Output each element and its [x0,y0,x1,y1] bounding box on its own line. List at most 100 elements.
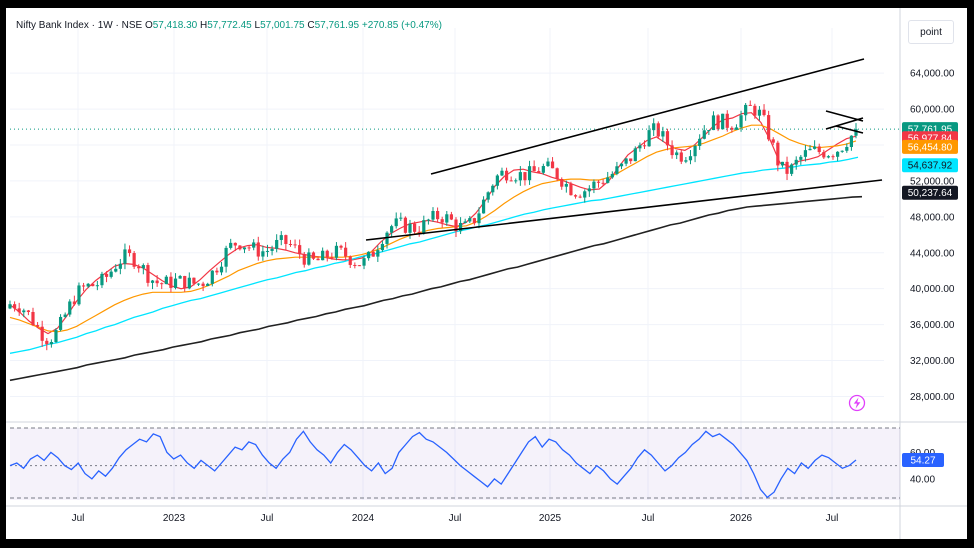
candle[interactable] [500,167,504,177]
candle[interactable] [826,155,831,159]
moving-average-long-line[interactable] [9,195,863,382]
candle[interactable] [307,248,311,266]
candle[interactable] [45,338,49,351]
candle[interactable] [615,161,619,176]
lightning-icon[interactable] [848,394,866,412]
candle[interactable] [679,149,683,165]
candle[interactable] [592,179,596,194]
candle[interactable] [698,134,702,150]
candle[interactable] [109,268,113,279]
candle[interactable] [8,300,12,310]
candle[interactable] [261,245,265,261]
candle[interactable] [721,113,725,130]
candle[interactable] [647,125,651,147]
moving-average-slow-line[interactable] [9,156,859,354]
candle[interactable] [518,166,522,186]
candle[interactable] [141,263,145,275]
candle[interactable] [454,217,458,237]
candle[interactable] [734,124,739,130]
candle[interactable] [739,110,743,132]
candle[interactable] [767,110,771,142]
candle[interactable] [54,328,58,344]
candle[interactable] [762,104,766,117]
candle[interactable] [550,157,555,169]
candle[interactable] [642,140,647,149]
candle[interactable] [794,156,798,170]
candle[interactable] [196,283,201,286]
candle[interactable] [413,221,417,234]
candle[interactable] [527,160,532,185]
candle[interactable] [86,282,90,288]
candle[interactable] [803,144,808,162]
candle[interactable] [638,142,642,152]
candle[interactable] [711,111,716,131]
candle[interactable] [472,217,476,226]
candle[interactable] [26,309,30,316]
candle[interactable] [339,244,343,250]
candle[interactable] [206,282,210,287]
candle[interactable] [376,245,380,262]
candle[interactable] [569,181,573,196]
moving-average-mid-line[interactable] [9,124,857,333]
candle[interactable] [417,226,421,237]
candle[interactable] [449,211,453,221]
candle[interactable] [523,172,527,186]
candle[interactable] [390,224,394,237]
candle[interactable] [183,275,187,292]
channel-lower-trendline[interactable] [365,179,883,241]
candle[interactable] [532,160,536,172]
candle[interactable] [624,158,628,167]
candle[interactable] [790,163,794,177]
candle[interactable] [311,251,316,260]
candle[interactable] [95,280,99,291]
candle[interactable] [238,245,242,251]
candle[interactable] [72,295,76,306]
candle[interactable] [348,255,352,269]
candle[interactable] [127,245,132,257]
candle[interactable] [242,247,247,254]
candle[interactable] [100,271,104,288]
candle[interactable] [491,184,495,196]
candle[interactable] [31,307,35,327]
candle[interactable] [440,216,444,228]
candle[interactable] [744,103,748,121]
candle[interactable] [514,178,518,184]
candle[interactable] [730,126,734,133]
candle[interactable] [780,161,785,168]
candle[interactable] [270,245,274,256]
candle[interactable] [813,140,817,150]
candle[interactable] [380,240,385,252]
candle[interactable] [169,272,173,293]
candle[interactable] [652,118,656,136]
candle[interactable] [321,247,325,261]
candle[interactable] [840,150,844,153]
candle[interactable] [702,125,706,140]
candle[interactable] [137,264,141,273]
candle[interactable] [132,251,136,270]
candle[interactable] [481,196,486,214]
candle[interactable] [546,157,550,167]
candle[interactable] [178,274,182,279]
candle[interactable] [596,180,601,188]
candle[interactable] [688,150,693,165]
candle[interactable] [693,144,697,163]
candle[interactable] [665,128,670,151]
candle[interactable] [215,267,219,275]
candle[interactable] [279,231,283,246]
candle[interactable] [431,207,435,222]
candle[interactable] [233,242,237,252]
candle[interactable] [564,180,568,193]
candle[interactable] [344,242,348,261]
candle[interactable] [573,194,578,199]
candle[interactable] [445,210,449,226]
candle[interactable] [63,312,67,318]
candle[interactable] [192,277,196,286]
candle[interactable] [118,258,122,275]
candle[interactable] [757,106,762,121]
candle[interactable] [58,314,63,332]
candle[interactable] [707,129,711,136]
candle[interactable] [771,137,775,146]
candle[interactable] [316,256,320,261]
candle[interactable] [606,171,610,184]
candle[interactable] [799,154,803,165]
